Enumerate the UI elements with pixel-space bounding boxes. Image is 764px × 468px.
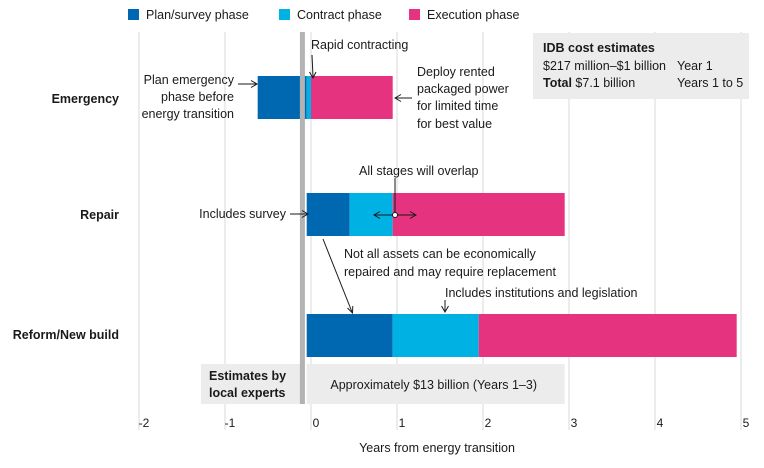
deploy-power-line2: packaged power [417, 82, 509, 96]
local-experts-value: Approximately $13 billion (Years 1–3) [330, 378, 537, 392]
bar-segment [311, 76, 393, 119]
overlap-marker-dot [392, 212, 398, 218]
legend-label-execution: Execution phase [427, 8, 519, 22]
x-axis-label: Years from energy transition [359, 441, 515, 455]
idb-row2-label: Total [543, 76, 572, 90]
local-experts-label-line2: local experts [209, 386, 285, 400]
bar-segment [306, 76, 311, 119]
category-label-emergency: Emergency [52, 92, 119, 106]
rapid-contracting-arrowhead [309, 71, 317, 80]
plan-emergency-line3: energy transition [142, 107, 234, 121]
idb-box-title: IDB cost estimates [543, 41, 655, 55]
x-tick-label: -2 [139, 416, 150, 430]
bar-segment [478, 314, 737, 357]
deploy-power-arrowhead [394, 94, 402, 102]
idb-cost-box: IDB cost estimates $217 million–$1 billi… [533, 33, 749, 99]
idb-row2-period: Years 1 to 5 [677, 76, 743, 90]
rapid-contracting-pointer [311, 54, 314, 78]
x-tick-label: 2 [485, 416, 492, 430]
local-experts-label-bg [201, 364, 305, 404]
legend: Plan/survey phase Contract phase Executi… [128, 8, 519, 22]
idb-row2-total: Total $7.1 billion [543, 76, 635, 90]
x-tick-label: -1 [225, 416, 236, 430]
legend-label-plan: Plan/survey phase [146, 8, 249, 22]
x-tick-label: 1 [399, 416, 406, 430]
idb-box-background [533, 33, 749, 99]
legend-swatch-contract [279, 9, 290, 20]
annotation-texts: Rapid contracting Plan emergency phase b… [142, 38, 638, 300]
all-overlap-text: All stages will overlap [359, 164, 479, 178]
institutions-arrowhead [441, 305, 449, 313]
not-all-assets-line2: repaired and may require replacement [344, 265, 556, 279]
legend-swatch-plan [128, 9, 139, 20]
x-axis-ticks: -2 -1 0 1 2 3 4 5 [139, 416, 750, 430]
local-experts-value-bg [306, 364, 565, 404]
deploy-power-line4: for best value [417, 117, 492, 131]
local-experts-band: Estimates by local experts Approximately… [201, 364, 565, 404]
legend-swatch-execution [409, 9, 420, 20]
bar-segment [306, 314, 393, 357]
local-experts-label-line1: Estimates by [209, 369, 286, 383]
bar-segment [392, 314, 479, 357]
bar-segment [257, 76, 307, 119]
x-tick-label: 4 [657, 416, 664, 430]
includes-survey-arrowhead [301, 210, 309, 218]
deploy-power-line3: for limited time [417, 99, 498, 113]
includes-survey-text: Includes survey [199, 207, 287, 221]
x-tick-label: 0 [313, 416, 320, 430]
legend-label-contract: Contract phase [297, 8, 382, 22]
not-all-assets-arrowhead [347, 305, 354, 315]
overlap-arrowhead-right [409, 211, 417, 219]
idb-row1-period: Year 1 [677, 59, 713, 73]
plan-emergency-line1: Plan emergency [144, 73, 235, 87]
institutions-text: Includes institutions and legislation [445, 286, 638, 300]
x-tick-label: 3 [571, 416, 578, 430]
x-tick-label: 5 [743, 416, 750, 430]
not-all-assets-line1: Not all assets can be economically [344, 247, 537, 261]
idb-row2-value: $7.1 billion [572, 76, 635, 90]
annotations [238, 54, 449, 315]
overlap-arrowhead-left [373, 211, 381, 219]
deploy-power-line1: Deploy rented [417, 65, 495, 79]
category-label-reform: Reform/New build [13, 328, 119, 342]
rapid-contracting-text: Rapid contracting [311, 38, 408, 52]
not-all-assets-pointer [322, 238, 353, 313]
plan-emergency-arrowhead [250, 80, 258, 88]
bar-segments [257, 76, 737, 357]
category-label-repair: Repair [80, 208, 119, 222]
bar-segment [306, 193, 350, 236]
bar-segment [392, 193, 565, 236]
plan-emergency-line2: phase before [161, 90, 234, 104]
idb-row1-value: $217 million–$1 billion [543, 59, 666, 73]
